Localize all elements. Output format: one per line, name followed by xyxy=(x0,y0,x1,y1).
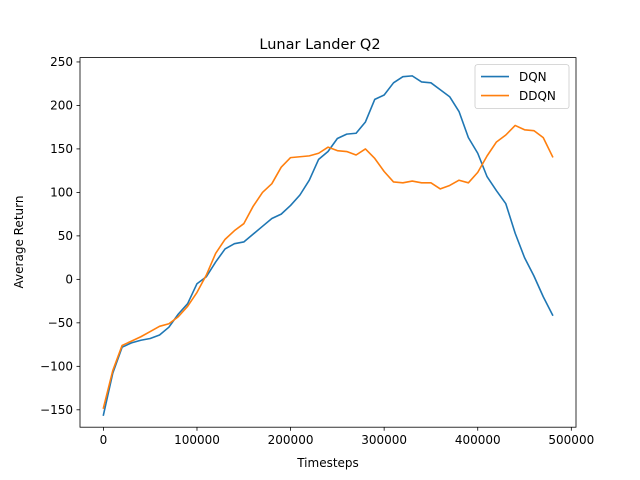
y-tick-label: 200 xyxy=(50,99,73,113)
series-line-dqn xyxy=(102,75,554,416)
y-tick-label: 250 xyxy=(50,55,73,69)
legend-box xyxy=(474,64,570,109)
y-tick-label: −100 xyxy=(40,360,73,374)
legend-label-ddqn: DDQN xyxy=(519,89,556,103)
chart-title: Lunar Lander Q2 xyxy=(259,37,380,53)
x-tick-label: 200000 xyxy=(268,433,314,447)
y-axis-label: Average Return xyxy=(12,196,26,289)
legend-label-dqn: DQN xyxy=(519,70,547,84)
y-tick-label: 0 xyxy=(65,273,73,287)
series-layer xyxy=(102,75,554,416)
y-tick-label: 100 xyxy=(50,186,73,200)
legend: DQN DDQN xyxy=(474,64,570,109)
x-tick-label: 400000 xyxy=(455,433,501,447)
x-tick-label: 0 xyxy=(100,433,108,447)
y-tick-label: −50 xyxy=(48,316,73,330)
x-tick-label: 500000 xyxy=(548,433,594,447)
x-tick-label: 100000 xyxy=(174,433,220,447)
ticks-layer: 0 100000 200000 300000 400000 500000 −150 −100 −… xyxy=(40,55,594,447)
y-tick-label: 150 xyxy=(50,142,73,156)
y-tick-label: −150 xyxy=(40,403,73,417)
series-line-ddqn xyxy=(102,124,554,410)
x-tick-label: 300000 xyxy=(361,433,407,447)
plot-frame xyxy=(79,57,577,428)
x-axis-label: Timesteps xyxy=(296,456,359,470)
y-tick-label: 50 xyxy=(58,229,73,243)
